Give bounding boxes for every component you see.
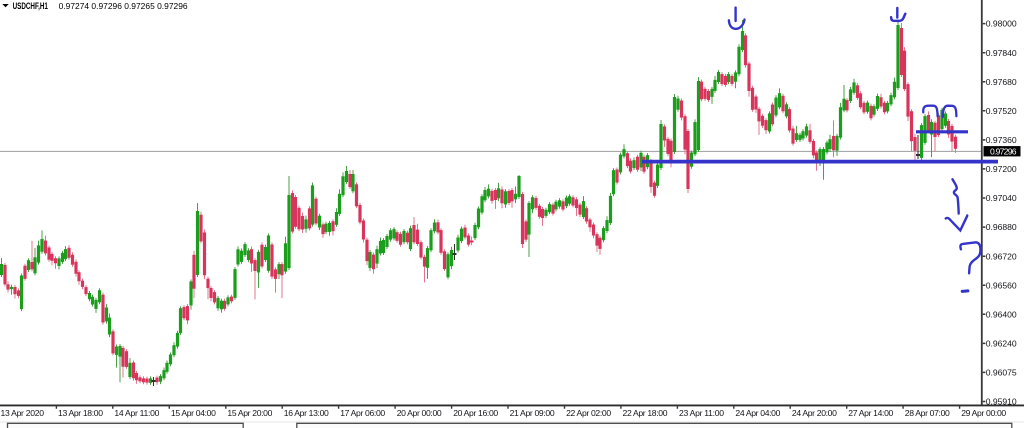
svg-text:0.97520: 0.97520 [986, 106, 1017, 116]
svg-text:20 Apr 16:00: 20 Apr 16:00 [453, 408, 498, 418]
svg-text:0.97360: 0.97360 [986, 135, 1017, 145]
svg-text:0.97680: 0.97680 [986, 77, 1017, 87]
svg-text:0.97274 0.97296 0.97265 0.9729: 0.97274 0.97296 0.97265 0.97296 [59, 1, 188, 11]
svg-text:0.96560: 0.96560 [986, 280, 1017, 290]
svg-text:0.98000: 0.98000 [986, 19, 1017, 29]
svg-text:24 Apr 04:00: 24 Apr 04:00 [735, 408, 780, 418]
svg-text:14 Apr 11:00: 14 Apr 11:00 [114, 408, 159, 418]
svg-text:21 Apr 09:00: 21 Apr 09:00 [510, 408, 555, 418]
svg-text:0.96720: 0.96720 [986, 251, 1017, 261]
svg-text:0.96240: 0.96240 [986, 339, 1017, 349]
svg-text:22 Apr 02:00: 22 Apr 02:00 [566, 408, 611, 418]
svg-text:0.95910: 0.95910 [986, 397, 1017, 407]
svg-text:16 Apr 13:00: 16 Apr 13:00 [284, 408, 329, 418]
svg-text:23 Apr 11:00: 23 Apr 11:00 [679, 408, 724, 418]
svg-text:28 Apr 07:00: 28 Apr 07:00 [905, 408, 950, 418]
svg-text:17 Apr 06:00: 17 Apr 06:00 [340, 408, 385, 418]
svg-text:27 Apr 14:00: 27 Apr 14:00 [848, 408, 893, 418]
svg-text:0.96880: 0.96880 [986, 222, 1017, 232]
svg-text:13 Apr 2020: 13 Apr 2020 [1, 408, 45, 418]
svg-text:0.97200: 0.97200 [986, 164, 1017, 174]
svg-text:24 Apr 20:00: 24 Apr 20:00 [792, 408, 837, 418]
svg-text:22 Apr 18:00: 22 Apr 18:00 [623, 408, 668, 418]
svg-text:15 Apr 04:00: 15 Apr 04:00 [171, 408, 216, 418]
svg-text:13 Apr 18:00: 13 Apr 18:00 [58, 408, 103, 418]
svg-text:20 Apr 00:00: 20 Apr 00:00 [397, 408, 442, 418]
svg-text:0.96400: 0.96400 [986, 309, 1017, 319]
svg-text:15 Apr 20:00: 15 Apr 20:00 [227, 408, 272, 418]
svg-text:29 Apr 00:00: 29 Apr 00:00 [961, 408, 1006, 418]
svg-text:USDCHF,H1: USDCHF,H1 [13, 1, 48, 11]
svg-text:0.96075: 0.96075 [986, 368, 1017, 378]
svg-text:0.97840: 0.97840 [986, 48, 1017, 58]
svg-text:0.97296: 0.97296 [990, 146, 1017, 156]
svg-text:0.97040: 0.97040 [986, 193, 1017, 203]
